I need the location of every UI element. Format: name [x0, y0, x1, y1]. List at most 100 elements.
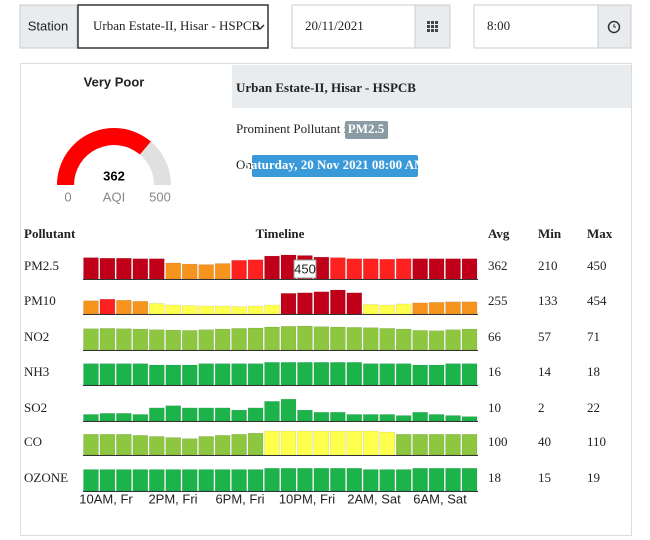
timeline-bar: [395, 303, 412, 315]
timeline-bar: [198, 469, 214, 492]
timeline-bar: [99, 328, 116, 351]
timeline-bar: [445, 258, 461, 280]
timeline-bar: [313, 291, 330, 315]
timeline-bar: [264, 468, 280, 492]
timeline-bar: [330, 257, 346, 280]
timeline-bar: [214, 469, 231, 492]
timeline-bar: [346, 468, 363, 492]
timeline-bar: [264, 326, 280, 351]
timeline-bar: [461, 258, 478, 280]
timeline-bar: [445, 363, 461, 386]
timeline-bar: [116, 328, 132, 351]
timeline-bar: [149, 469, 165, 492]
timeline-bar: [182, 263, 198, 280]
pollutant-name: NH3: [24, 364, 49, 379]
timeline-bar: [280, 326, 297, 351]
timeline-bar: [99, 434, 116, 456]
col-header: Pollutant: [24, 226, 76, 241]
timeline-bar: [313, 468, 330, 492]
timeline-bar: [165, 437, 182, 456]
timeline-bar: [165, 364, 182, 386]
station-title: Urban Estate-II, Hisar - HSPCB: [236, 80, 416, 95]
col-header: Avg: [488, 226, 510, 241]
timeline-bar: [214, 305, 231, 315]
station-select[interactable]: [77, 4, 269, 49]
time-label: 2PM, Fri: [148, 491, 197, 506]
timeline-bar: [182, 364, 198, 386]
timeline-bar: [231, 363, 247, 386]
timeline-bar: [445, 301, 461, 315]
gauge-unit: AQI: [103, 189, 125, 204]
timeline-bar: [346, 430, 363, 456]
timeline-bar: [116, 257, 132, 280]
timeline-bar: [412, 330, 428, 351]
timeline-bar: [379, 431, 395, 456]
pollutant-name: PM10: [24, 293, 56, 308]
prominent-label: Prominent Pollutant is: [236, 121, 352, 136]
timeline-bar: [214, 328, 231, 351]
timeline-bar: [428, 302, 445, 315]
avg-value: 66: [488, 329, 502, 344]
timeline-bar: [198, 305, 214, 315]
pollutant-name: NO2: [24, 329, 49, 344]
timeline-bar: [182, 438, 198, 456]
timeline-bar: [214, 407, 231, 422]
timeline-bar: [198, 363, 214, 386]
timeline-bar: [412, 468, 428, 492]
date-input[interactable]: [291, 4, 416, 49]
timeline-bar: [231, 306, 247, 315]
timeline-bar: [412, 412, 428, 422]
gauge-max: 500: [149, 189, 171, 204]
timeline-bar: [182, 469, 198, 492]
timeline-bar: [247, 305, 264, 315]
time-label: 6PM, Fri: [215, 491, 264, 506]
timeline-bar: [83, 300, 99, 315]
timeline-bar: [412, 434, 428, 456]
timeline-bar: [231, 434, 247, 456]
timeline-bar: [83, 414, 99, 422]
prominent-badge: [345, 121, 388, 139]
min-value: 2: [538, 400, 545, 415]
timeline-bar: [379, 328, 395, 351]
time-label: 10AM, Fr: [79, 491, 133, 506]
timeline-bar: [132, 435, 149, 456]
timeline-bar: [99, 413, 116, 422]
min-value: 210: [538, 258, 558, 273]
timeline-bar: [412, 302, 428, 315]
timeline-bar: [182, 407, 198, 422]
timeline-bar: [445, 415, 461, 422]
timeline-bar: [297, 362, 313, 386]
timeline-bar: [149, 436, 165, 456]
max-value: 19: [587, 470, 600, 485]
timeline-bar: [132, 363, 149, 386]
timeline-bar: [379, 304, 395, 315]
timeline-bar: [461, 363, 478, 386]
timeline-bar: [83, 328, 99, 351]
station-value: Urban Estate-II, Hisar - HSPCB: [93, 18, 260, 33]
timeline-bar: [149, 303, 165, 315]
timeline-bar: [445, 468, 461, 492]
avg-value: 362: [488, 258, 508, 273]
timeline-bar: [182, 305, 198, 315]
timeline-bar: [395, 328, 412, 351]
timeline-bar: [264, 255, 280, 280]
timeline-bar: [363, 363, 379, 386]
timeline-bar: [313, 326, 330, 351]
min-value: 15: [538, 470, 551, 485]
timeline-bar: [428, 330, 445, 351]
timeline-bar: [132, 414, 149, 422]
timeline-bar: [363, 304, 379, 315]
timeline-bar: [116, 413, 132, 422]
timeline-bar: [461, 328, 478, 351]
timeline-bar: [149, 407, 165, 422]
timeline-bar: [165, 329, 182, 351]
timeline-bar: [428, 364, 445, 386]
max-value: 18: [587, 364, 600, 379]
timeline-bar: [132, 258, 149, 280]
min-value: 57: [538, 329, 552, 344]
gauge-min: 0: [64, 189, 71, 204]
select-arrow: [255, 24, 265, 31]
timeline-bar: [198, 407, 214, 422]
timeline-bar: [149, 258, 165, 280]
timeline-bar: [198, 264, 214, 280]
